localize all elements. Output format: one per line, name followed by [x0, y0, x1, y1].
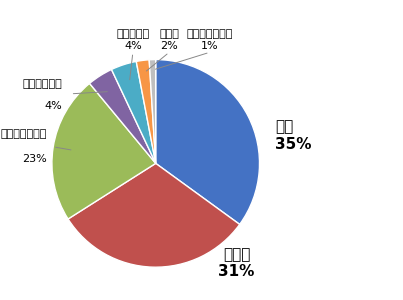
Text: その他: その他: [159, 29, 179, 39]
Text: 布・ゴム・皮: 布・ゴム・皮: [23, 79, 62, 88]
Text: 4%: 4%: [124, 41, 142, 51]
Text: 厨芥類: 厨芥類: [223, 247, 250, 262]
Wedge shape: [112, 61, 156, 164]
Wedge shape: [89, 70, 156, 164]
Wedge shape: [68, 164, 240, 267]
Wedge shape: [136, 60, 156, 164]
Text: 燃やさないもの: 燃やさないもの: [187, 29, 233, 39]
Wedge shape: [149, 60, 156, 164]
Text: プラスチック類: プラスチック類: [0, 130, 47, 140]
Text: 4%: 4%: [45, 101, 62, 111]
Text: 紙類: 紙類: [275, 119, 293, 134]
Text: 1%: 1%: [201, 41, 218, 51]
Wedge shape: [156, 60, 260, 224]
Text: 31%: 31%: [218, 264, 255, 279]
Text: 木・竹・革: 木・竹・革: [116, 29, 150, 39]
Text: 23%: 23%: [22, 154, 47, 164]
Wedge shape: [52, 83, 156, 219]
Text: 35%: 35%: [275, 137, 312, 152]
Text: 2%: 2%: [160, 41, 178, 51]
